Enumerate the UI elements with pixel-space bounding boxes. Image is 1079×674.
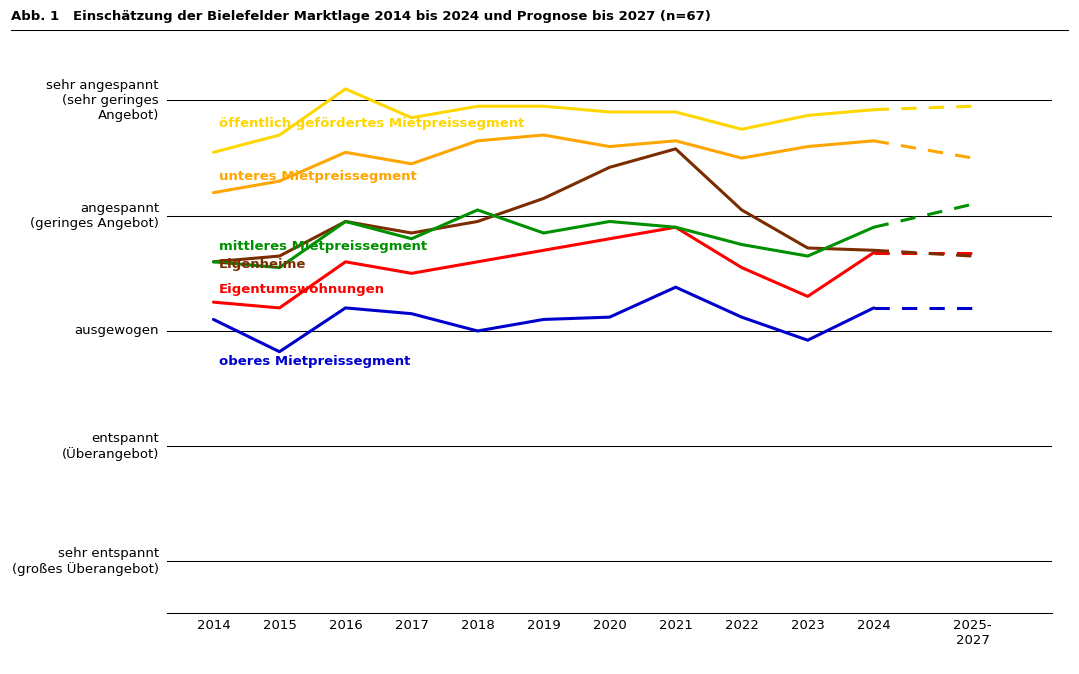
Text: Eigenheime: Eigenheime bbox=[219, 258, 306, 271]
Text: Abb. 1   Einschätzung der Bielefelder Marktlage 2014 bis 2024 und Prognose bis 2: Abb. 1 Einschätzung der Bielefelder Mark… bbox=[11, 10, 711, 23]
Text: oberes Mietpreissegment: oberes Mietpreissegment bbox=[219, 355, 410, 368]
Text: mittleres Mietpreissegment: mittleres Mietpreissegment bbox=[219, 239, 427, 253]
Text: unteres Mietpreissegment: unteres Mietpreissegment bbox=[219, 171, 416, 183]
Text: Eigentumswohnungen: Eigentumswohnungen bbox=[219, 283, 385, 297]
Text: öffentlich gefördertes Mietpreissegment: öffentlich gefördertes Mietpreissegment bbox=[219, 117, 524, 131]
